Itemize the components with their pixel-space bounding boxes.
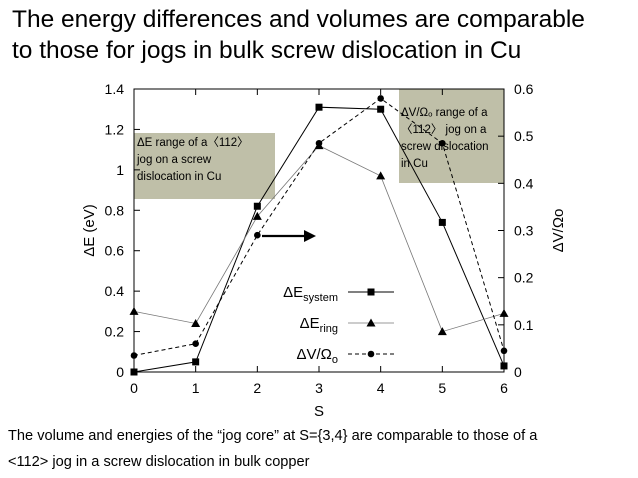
y-left-tick-label: 0.6 — [105, 243, 125, 259]
x-axis-label: S — [314, 403, 324, 420]
caption-line1: The volume and energies of the “jog core… — [8, 428, 538, 444]
legend-marker-system — [367, 288, 375, 296]
y-left-tick-label: 0.4 — [105, 283, 125, 299]
right-note-line: 〈112〉 jog on a — [401, 123, 487, 136]
x-tick-label: 1 — [192, 380, 200, 396]
y-left-tick-label: 1.2 — [105, 121, 125, 137]
data-point-o — [439, 139, 446, 147]
legend-label-ring: ΔEring — [300, 315, 338, 335]
data-point-ring — [252, 211, 262, 220]
slide-title: The energy differences and volumes are c… — [12, 4, 632, 66]
y-left-tick-label: 1 — [116, 162, 124, 178]
data-point-system — [253, 202, 261, 210]
y-right-tick-label: 0.2 — [514, 270, 534, 286]
x-tick-label: 2 — [253, 380, 261, 396]
slide-caption: The volume and energies of the “jog core… — [8, 423, 634, 475]
left-note-line: jog on a screw — [136, 154, 212, 166]
y-left-tick-label: 1.4 — [105, 81, 125, 97]
legend-label-o: ΔV/Ωo — [296, 346, 338, 366]
x-tick-label: 0 — [130, 380, 138, 396]
data-point-ring — [191, 318, 201, 327]
left-note-line: dislocation in Cu — [137, 171, 221, 183]
data-point-o — [254, 231, 261, 239]
x-tick-label: 4 — [377, 380, 385, 396]
legend-marker-ring — [366, 318, 376, 327]
y-right-tick-label: 0.1 — [514, 317, 534, 333]
right-note-line: screw dislocation — [401, 141, 489, 153]
data-point-system — [192, 358, 200, 366]
left-note-box — [134, 133, 275, 199]
data-point-o — [500, 347, 508, 355]
legend-label-system: ΔEsystem — [283, 284, 338, 304]
y-right-axis-label: ΔV/Ωo — [550, 209, 567, 253]
y-right-tick-label: 0.3 — [514, 223, 534, 239]
x-tick-label: 6 — [500, 380, 508, 396]
data-point-system — [130, 368, 138, 376]
y-left-tick-label: 0.8 — [105, 202, 125, 218]
slide-title-line2: to those for jogs in bulk screw dislocat… — [12, 37, 522, 64]
x-tick-label: 3 — [315, 380, 323, 396]
data-point-o — [377, 95, 384, 102]
data-point-o — [130, 352, 138, 359]
right-note-line: ΔV/Ωₒ range of a — [401, 107, 488, 119]
data-point-system — [500, 362, 508, 370]
data-point-system — [315, 103, 323, 111]
data-point-ring — [129, 306, 139, 315]
slide-title-line1: The energy differences and volumes are c… — [12, 6, 585, 33]
data-point-ring — [437, 327, 447, 336]
y-left-tick-label: 0 — [116, 364, 124, 380]
chart: ΔE range of a〈112〉 jog on a screw dislocat… — [81, 81, 567, 420]
y-right-tick-label: 0 — [514, 364, 522, 380]
caption-line2: <112> jog in a screw dislocation in bulk… — [8, 454, 310, 470]
data-point-system — [438, 218, 446, 226]
x-tick-label: 5 — [438, 380, 446, 396]
y-right-tick-label: 0.6 — [514, 81, 534, 97]
right-note-line: in Cu — [401, 158, 428, 170]
left-note-line: ΔE range of a〈112〉 — [137, 136, 249, 149]
data-point-system — [377, 105, 385, 113]
y-right-tick-label: 0.5 — [514, 128, 534, 144]
arrow-head — [304, 230, 316, 242]
y-right-tick-label: 0.4 — [514, 175, 534, 191]
data-point-o — [315, 139, 323, 147]
data-point-o — [192, 340, 199, 348]
legend-marker-o — [367, 350, 375, 358]
data-point-ring — [499, 308, 509, 317]
right-note-box — [399, 89, 504, 183]
y-left-tick-label: 0.2 — [105, 324, 125, 340]
data-point-ring — [376, 171, 386, 180]
y-left-axis-label: ΔE (eV) — [81, 204, 98, 257]
